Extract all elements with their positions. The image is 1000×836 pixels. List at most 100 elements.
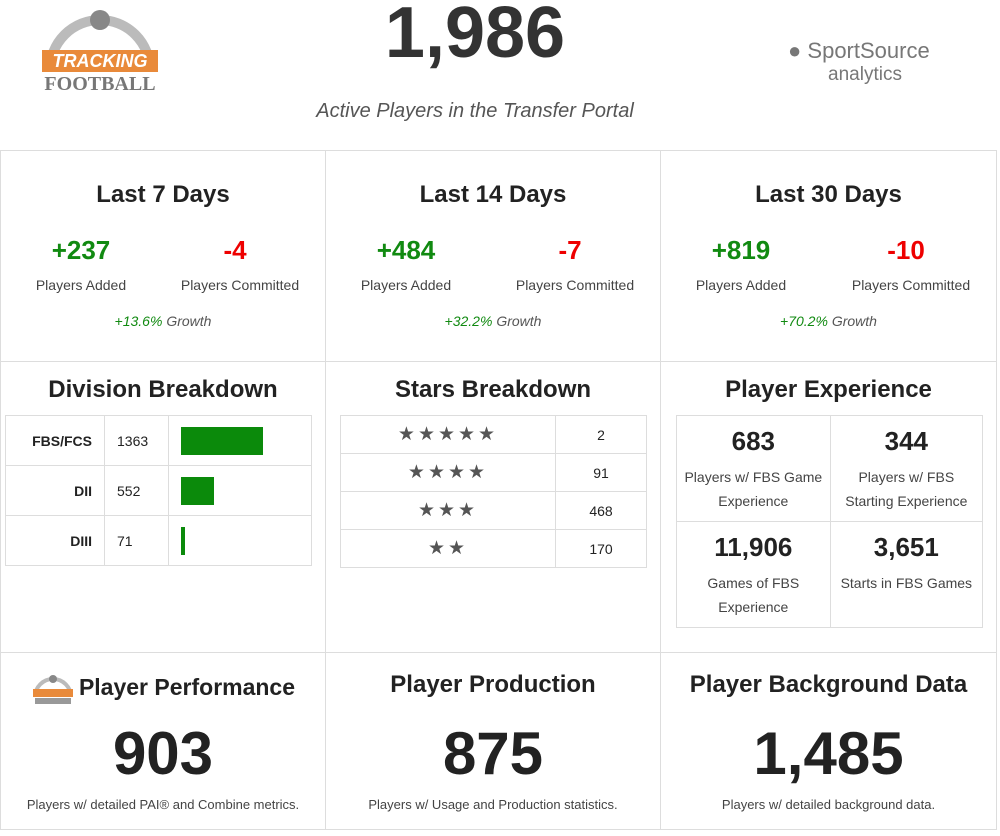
growth-value: +32.2% bbox=[444, 313, 493, 329]
division-count: 552 bbox=[104, 465, 169, 516]
stars-table: ★★★★★ 2 ★★★★ 91 ★★★ 468 ★★ 170 bbox=[340, 415, 647, 568]
stars-count: 468 bbox=[555, 491, 647, 530]
row: ★★★★ 91 bbox=[340, 453, 647, 492]
logo-text: TRACKING bbox=[53, 51, 148, 71]
panel: Last 30 Days +819 -10 Players Added Players … bbox=[661, 150, 997, 362]
total: 1,986 bbox=[384, 0, 566, 73]
stars: ★★★★ bbox=[340, 453, 556, 492]
brand-tagline: analytics bbox=[828, 64, 902, 85]
experience-cell: 683 Players w/ FBS Game Experience bbox=[676, 415, 831, 522]
bar bbox=[181, 476, 215, 505]
bar-cell bbox=[168, 515, 312, 566]
logo-text: FOOTBALL bbox=[44, 73, 155, 95]
committed-label: Players Committed bbox=[180, 277, 300, 293]
stars: ★★ bbox=[340, 529, 556, 568]
panel-title: Division Breakdown bbox=[48, 376, 278, 403]
added-label: Players Added bbox=[35, 277, 127, 293]
committed-label: Players Committed bbox=[515, 277, 635, 293]
experience-label: Players w/ FBS Game Experience bbox=[684, 469, 823, 509]
panel-title: Player Production bbox=[326, 671, 660, 699]
row: DII 552 bbox=[5, 465, 312, 516]
growth-value: +70.2% bbox=[780, 313, 828, 329]
panel: Player Performance 903 Players w/ detailed… bbox=[0, 653, 326, 830]
experience-table: 683 Players w/ FBS Game Experience 344 Play… bbox=[676, 415, 984, 628]
experience-value: 683 bbox=[731, 426, 776, 456]
added-label: Players Added bbox=[360, 277, 452, 293]
experience-cell: 11,906 Games of FBS Experience bbox=[676, 521, 831, 628]
stars: ★★★ bbox=[340, 491, 556, 530]
panel: Last 7 Days +237 -4 Players Added Players Co… bbox=[0, 150, 326, 362]
committed: -7 bbox=[558, 235, 582, 265]
bar bbox=[181, 526, 186, 555]
panel: Player Experience 683 Players w/ FBS Game … bbox=[661, 362, 997, 653]
growth: +32.2% Growth bbox=[326, 313, 660, 329]
row: ★★★ 468 bbox=[340, 491, 647, 530]
logo: TRACKING FOOTBALL bbox=[42, 10, 158, 95]
big-value: 875 bbox=[442, 720, 544, 787]
panel: Stars Breakdown ★★★★★ 2 ★★★★ 91 ★★★ 468 ★★ 170 bbox=[326, 362, 661, 653]
panel-title: Last 30 Days bbox=[755, 181, 902, 208]
bar-cell bbox=[168, 415, 312, 466]
division-label: DIII bbox=[5, 515, 105, 566]
stars-count: 2 bbox=[555, 415, 647, 454]
added: +237 bbox=[51, 235, 111, 265]
growth: +13.6% Growth bbox=[1, 313, 325, 329]
panel: Player Production 875 Players w/ Usage and… bbox=[326, 653, 661, 830]
note: Players w/ detailed PAI® and Combine met… bbox=[26, 797, 300, 812]
division-label: FBS/FCS bbox=[5, 415, 105, 466]
division-count: 1363 bbox=[104, 415, 169, 466]
panel-title: Last 7 Days bbox=[96, 181, 230, 208]
experience-cell: 344 Players w/ FBS Starting Experience bbox=[829, 415, 984, 522]
panel: Player Background Data 1,485 Players w/ de… bbox=[661, 653, 997, 830]
committed-label: Players Committed bbox=[851, 277, 971, 293]
panel-title: Stars Breakdown bbox=[394, 376, 592, 403]
growth-label: Growth bbox=[831, 313, 877, 329]
brand-name: SportSource bbox=[807, 38, 930, 63]
added-label: Players Added bbox=[695, 277, 787, 293]
growth: +70.2% Growth bbox=[661, 313, 996, 329]
big-value: 903 bbox=[112, 720, 214, 787]
experience-value: 11,906 bbox=[714, 532, 793, 562]
panel-title-text: Player Performance bbox=[78, 674, 296, 701]
row: ★★★★★ 2 bbox=[340, 415, 647, 454]
note: Players w/ detailed background data. bbox=[721, 797, 936, 812]
stars: ★★★★★ bbox=[340, 415, 556, 454]
stars-count: 91 bbox=[555, 453, 647, 492]
experience-label: Starts in FBS Games bbox=[840, 575, 973, 591]
panel-title: Player Performance bbox=[1, 671, 325, 707]
committed: -4 bbox=[223, 235, 247, 265]
row: 683 Players w/ FBS Game Experience 344 Play… bbox=[676, 415, 984, 522]
panel-title-text: Player Background Data bbox=[689, 671, 968, 698]
note: Players w/ Usage and Production statisti… bbox=[368, 797, 618, 812]
row: DIII 71 bbox=[5, 515, 312, 566]
panel-title: Player Background Data bbox=[661, 671, 996, 699]
bar bbox=[181, 426, 263, 455]
experience-value: 3,651 bbox=[873, 532, 939, 562]
panel-title: Player Experience bbox=[725, 376, 932, 403]
panel-title: Last 14 Days bbox=[419, 181, 567, 208]
panel: Last 14 Days +484 -7 Players Added Players C… bbox=[326, 150, 661, 362]
panel-title-text: Player Production bbox=[390, 671, 596, 698]
bar-cell bbox=[168, 465, 312, 516]
division-count: 71 bbox=[104, 515, 169, 566]
panel: Division Breakdown FBS/FCS 1363 DII 552 DIII 7… bbox=[0, 362, 326, 653]
experience-label: Games of FBS Experience bbox=[707, 575, 800, 615]
subtitle: Active Players in the Transfer Portal bbox=[316, 100, 634, 122]
row: 11,906 Games of FBS Experience 3,651 Starts… bbox=[676, 521, 984, 628]
brand: ● SportSource bbox=[788, 38, 930, 63]
stars-count: 170 bbox=[555, 529, 647, 568]
division-table: FBS/FCS 1363 DII 552 DIII 71 bbox=[5, 415, 312, 566]
row: FBS/FCS 1363 bbox=[5, 415, 312, 466]
experience-label: Players w/ FBS Starting Experience bbox=[845, 469, 968, 509]
big-value: 1,485 bbox=[753, 720, 904, 787]
growth-label: Growth bbox=[496, 313, 542, 329]
committed: -10 bbox=[887, 235, 925, 265]
experience-cell: 3,651 Starts in FBS Games bbox=[829, 521, 984, 628]
growth-value: +13.6% bbox=[114, 313, 163, 329]
division-label: DII bbox=[5, 465, 105, 516]
added: +819 bbox=[711, 235, 771, 265]
experience-value: 344 bbox=[884, 426, 929, 456]
added: +484 bbox=[376, 235, 436, 265]
mini-logo bbox=[32, 675, 73, 704]
